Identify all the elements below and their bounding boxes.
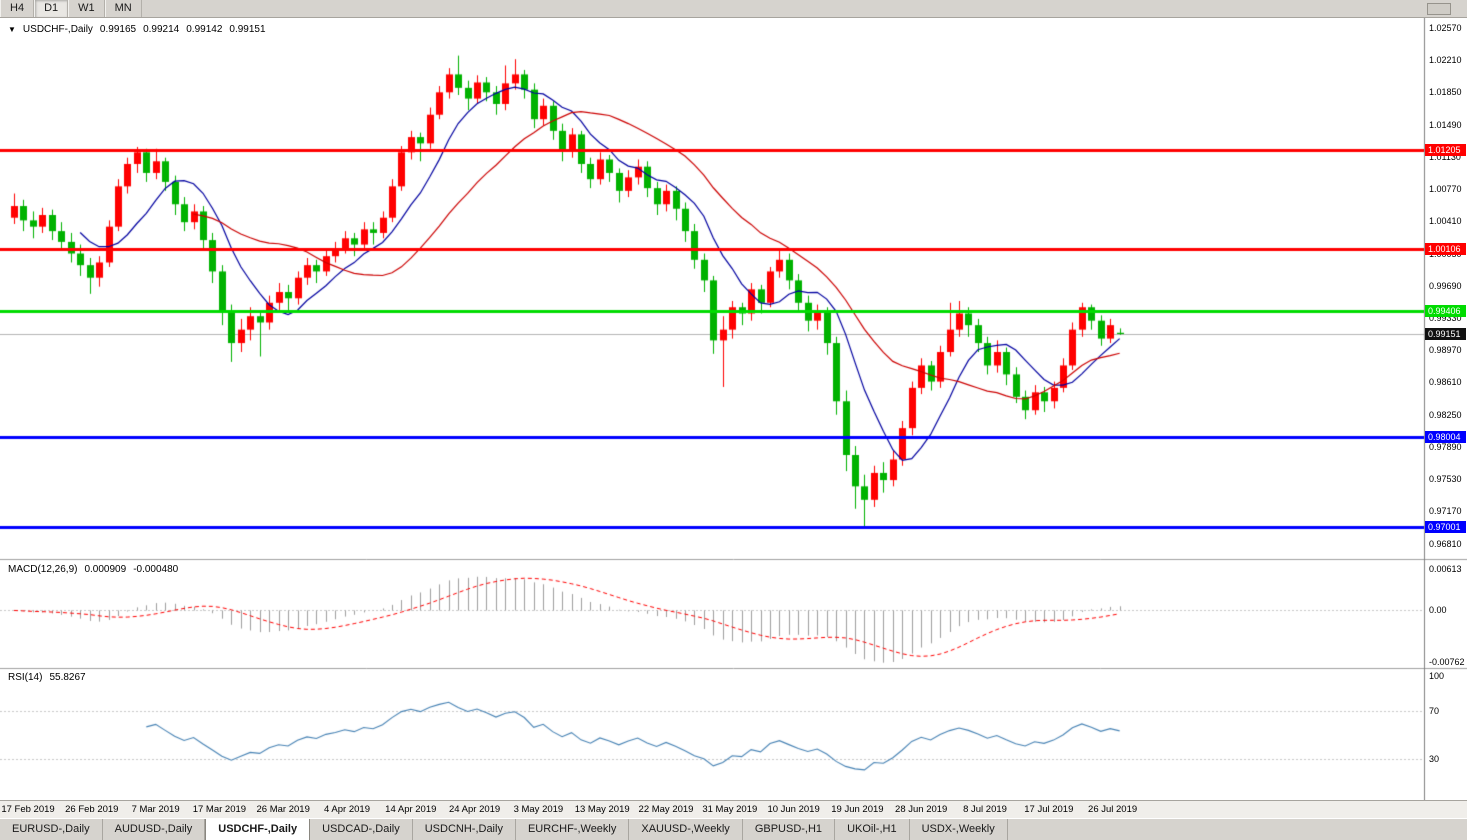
price-axis-badges: 1.01205 1.00106 0.99406 0.98004 0.97001 0.991… [1425,18,1467,800]
time-axis-tick: 26 Mar 2019 [256,804,310,815]
symbol-tab-eurusd[interactable]: EURUSD-,Daily [0,819,103,840]
price-axis-tick: 1.02570 [1429,22,1462,33]
price-axis-tick: 0.97890 [1429,441,1462,452]
symbol-tab-gbpusd[interactable]: GBPUSD-,H1 [743,819,836,840]
rsi-value: 55.8267 [49,672,86,683]
price-axis-tick: 1.01850 [1429,87,1462,98]
level-price-badge: 0.98004 [1425,430,1466,443]
price-axis-tick: 1.01490 [1429,119,1462,130]
chart-symbol-header: ▼ USDCHF-,Daily 0.99165 0.99214 0.99142 … [8,24,266,36]
level-price-badge: 1.00106 [1425,242,1466,255]
current-price-badge: 0.99151 [1425,328,1466,341]
ohlc-close: 0.99151 [229,24,266,35]
price-axis-tick: 0.99330 [1429,313,1462,323]
time-axis-tick: 3 May 2019 [513,804,564,815]
symbol-tab-ukoil[interactable]: UKOil-,H1 [835,819,910,840]
time-axis-tick: 4 Apr 2019 [324,804,370,815]
macd-axis-tick: -0.00762 [1429,657,1465,667]
chart-canvas[interactable] [0,18,1467,800]
timeframe-button-group: H4 D1 W1 MN [0,0,142,17]
time-axis-tick: 24 Apr 2019 [448,804,501,815]
price-axis-tick: 0.98970 [1429,345,1462,356]
price-axis-tick: 1.01130 [1429,151,1461,162]
rsi-axis-tick: 70 [1429,706,1440,717]
price-axis-tick: 0.98250 [1429,409,1462,420]
time-axis-tick: 28 Jun 2019 [895,804,948,815]
level-price-badge: 1.01205 [1425,144,1466,157]
macd-axis-tick: 0.00613 [1429,564,1462,574]
time-axis-tick: 14 Apr 2019 [385,804,437,815]
symbol-tab-usdcad[interactable]: USDCAD-,Daily [310,819,413,840]
level-price-badge: 0.97001 [1425,520,1466,533]
rsi-label: RSI(14) [8,672,43,683]
time-axis-tick: 17 Jul 2019 [1024,804,1074,815]
price-axis-tick: 0.98610 [1429,377,1462,388]
price-axis-tick: 1.00770 [1429,184,1462,195]
time-axis-tick: 19 Jun 2019 [831,804,884,815]
macd-label: MACD(12,26,9) [8,564,78,575]
symbol-tab-audusd[interactable]: AUDUSD-,Daily [103,819,206,840]
time-axis-tick: 10 Jun 2019 [767,804,820,815]
macd-signal-value: -0.000480 [133,564,179,575]
symbol-tab-usdchf[interactable]: USDCHF-,Daily [205,819,311,840]
time-axis-tick: 8 Jul 2019 [963,804,1007,815]
macd-axis-tick: 0.00 [1429,605,1447,616]
time-axis-tick: 17 Feb 2019 [1,804,55,815]
symbol-tab-usdx[interactable]: USDX-,Weekly [910,819,1008,840]
price-axis-tick: 0.97530 [1429,474,1462,485]
ohlc-open: 0.99165 [99,24,137,35]
symbol-tab-xauusd[interactable]: XAUUSD-,Weekly [629,819,743,840]
symbol-tab-usdcnh[interactable]: USDCNH-,Daily [413,819,516,840]
ohlc-high: 0.99214 [143,24,180,35]
ohlc-low: 0.99142 [186,24,223,35]
timeframe-button-mn[interactable]: MN [104,0,142,17]
macd-panel-header: MACD(12,26,9) 0.000909 -0.000480 [8,564,178,575]
chart-title: USDCHF-,Daily [22,24,93,35]
time-axis-tick: 31 May 2019 [702,804,758,815]
time-axis-tick: 7 Mar 2019 [131,804,180,815]
price-axis-tick: 1.02210 [1429,55,1462,66]
timeframe-button-w1[interactable]: W1 [68,0,105,17]
price-axis-tick: 0.99690 [1429,280,1462,291]
level-price-badge: 0.99406 [1425,305,1466,318]
rsi-axis-tick: 30 [1429,753,1440,764]
price-axis-tick: 0.96810 [1429,538,1462,549]
chart-tabs-bar: EURUSD-,Daily AUDUSD-,Daily USDCHF-,Daily U… [0,818,1467,840]
time-axis-tick: 17 Mar 2019 [192,804,247,815]
time-axis-tick: 26 Feb 2019 [65,804,119,815]
price-axis-tick: 0.97170 [1429,506,1462,517]
rsi-axis-tick: 100 [1429,671,1445,681]
rsi-panel-header: RSI(14) 55.8267 [8,672,86,683]
time-axis-tick: 22 May 2019 [638,804,694,815]
price-axis-tick: 1.00410 [1429,216,1462,227]
time-axis[interactable]: 17 Feb 2019 26 Feb 2019 7 Mar 2019 17 Mar 2… [0,800,1467,818]
collapse-triangle-icon[interactable]: ▼ [8,25,16,34]
timeframe-toolbar: H4 D1 W1 MN [0,0,1467,18]
timeframe-button-h4[interactable]: H4 [0,0,35,17]
macd-main-value: 0.000909 [84,564,127,575]
timeframe-button-d1[interactable]: D1 [34,0,69,17]
time-axis-tick: 13 May 2019 [574,804,630,815]
symbol-tab-eurchf[interactable]: EURCHF-,Weekly [516,819,630,840]
toolbar-corner-box[interactable] [1427,3,1451,15]
time-axis-tick: 26 Jul 2019 [1088,804,1138,815]
